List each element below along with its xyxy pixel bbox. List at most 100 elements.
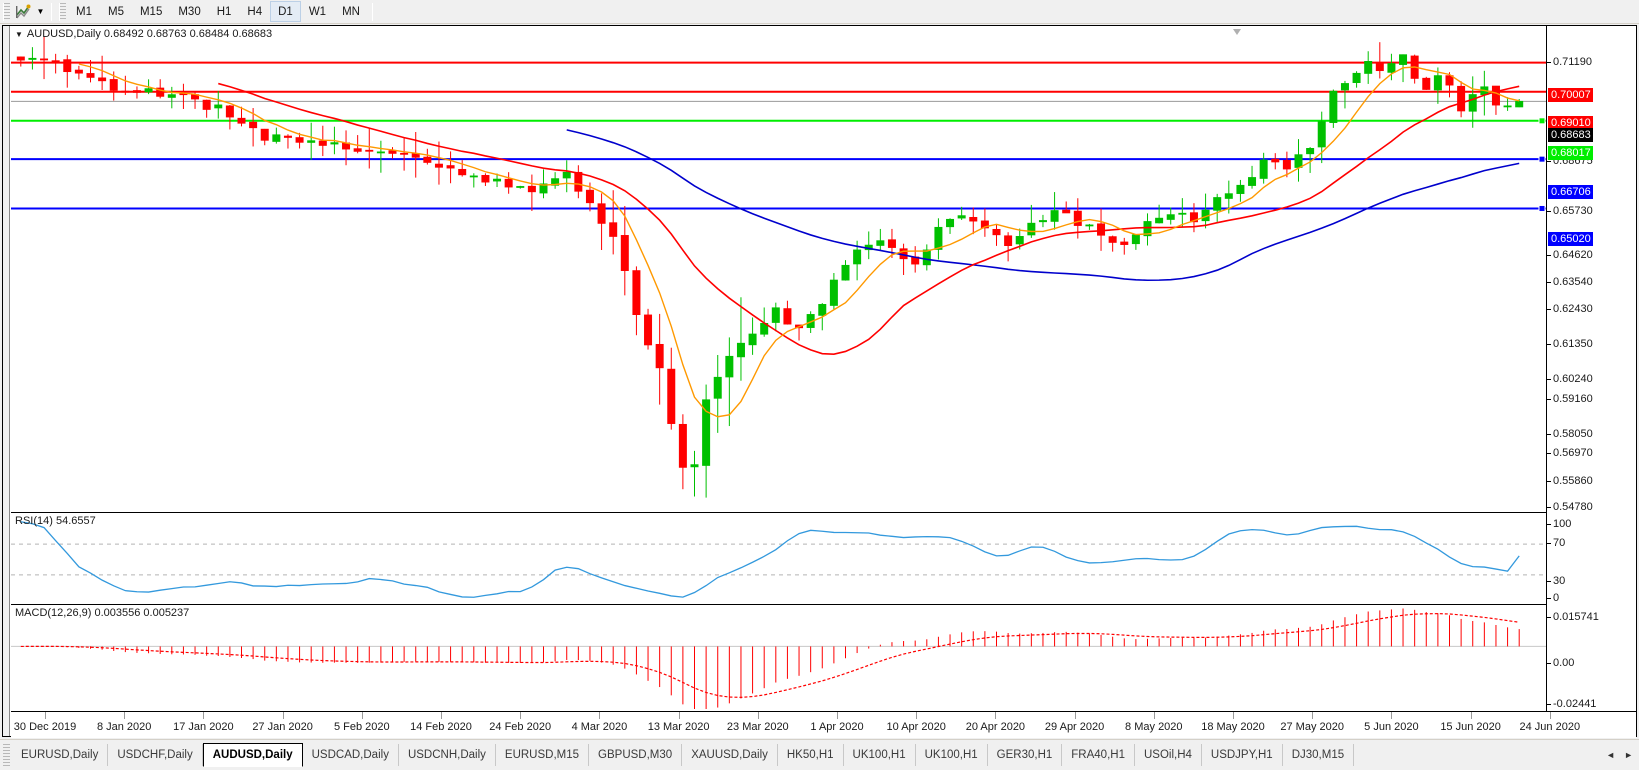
date-tick-label: 5 Feb 2020 (333, 721, 390, 733)
scroll-left-icon[interactable]: ◄ (1606, 750, 1616, 760)
timeframe-m5[interactable]: M5 (107, 5, 124, 18)
candle-body (365, 149, 374, 152)
timeframe-w1[interactable]: W1 (308, 5, 327, 18)
date-tick-mark (1233, 712, 1234, 719)
date-tick-mark (1074, 712, 1076, 719)
date-tick-mark (995, 712, 997, 719)
date-tick-label: 20 Apr 2020 (965, 721, 1026, 733)
candle-body (63, 59, 72, 73)
timeframe-m15[interactable]: M15 (139, 5, 163, 18)
candle-body (423, 156, 432, 163)
timeframe-m30[interactable]: M30 (178, 5, 201, 18)
candle-body (1352, 72, 1361, 84)
candle-body (156, 87, 165, 97)
chart-tab-uk100-h1-10[interactable]: UK100,H1 (916, 744, 988, 766)
level-065020[interactable]: 0.65020 (1548, 232, 1593, 246)
price-pane[interactable]: ▼ AUDUSD,Daily 0.68492 0.68763 0.68484 0.… (11, 26, 1547, 510)
date-tick-label: 1 Apr 2020 (810, 721, 864, 733)
timeframe-h4[interactable]: H4 (247, 5, 263, 18)
timeframe-h1[interactable]: H1 (216, 5, 232, 18)
resistance-level-069010[interactable]: 0.69010 (1548, 116, 1593, 130)
date-tick-label: 5 Jun 2020 (1364, 721, 1419, 733)
rsi-tick: 100 (1547, 518, 1571, 530)
candle-body (1213, 197, 1222, 211)
dropdown-caret-icon[interactable]: ▼ (36, 7, 45, 16)
level-handle[interactable] (1538, 155, 1546, 163)
date-tick-mark (203, 712, 205, 719)
candle-body (853, 249, 862, 265)
level-handle[interactable] (1538, 204, 1546, 212)
candle-body (28, 57, 37, 60)
date-tick-label: 27 Jan 2020 (252, 721, 313, 733)
date-tick-mark (124, 712, 126, 719)
chart-tab-ger30-h1-11[interactable]: GER30,H1 (988, 744, 1063, 766)
candle-body (400, 152, 409, 155)
candle-body (1294, 154, 1303, 168)
candle-body (1166, 214, 1175, 220)
candle-body (1073, 210, 1082, 226)
level-handle[interactable] (1538, 117, 1546, 125)
chart-tab-usoil-h4-13[interactable]: USOil,H4 (1135, 744, 1202, 766)
date-tick-mark (916, 712, 918, 719)
candle-body (1364, 60, 1373, 74)
main-toolbar: ▼ M1 M5 M15 M30 H1 H4 D1 W1 MN (0, 0, 1639, 24)
macd-signal-line (20, 613, 1520, 698)
candle-body (51, 60, 60, 63)
chart-tab-usdcad-daily-3[interactable]: USDCAD,Daily (303, 744, 399, 766)
ma-orange-line (78, 63, 1520, 418)
candle-body (992, 228, 1001, 236)
level-066706[interactable]: 0.66706 (1548, 185, 1593, 199)
rsi-pane[interactable]: RSI(14) 54.6557 (11, 512, 1547, 600)
candle-body (829, 279, 838, 306)
date-tick-mark (1549, 712, 1551, 719)
price-tick: 0.56970 (1547, 447, 1593, 459)
chart-tab-fra40-h1-12[interactable]: FRA40,H1 (1062, 744, 1135, 766)
date-tick-label: 17 Jan 2020 (173, 721, 234, 733)
date-tick-mark (757, 712, 759, 719)
date-tick-mark (599, 712, 601, 719)
candle-body (98, 77, 107, 82)
charts-icon[interactable] (12, 2, 34, 22)
support-level-068017[interactable]: 0.68017 (1548, 146, 1593, 160)
tabbar-drag-handle[interactable] (3, 744, 10, 766)
date-axis[interactable]: 30 Dec 2019 8 Jan 2020 17 Jan 2020 27 Jan 2… (11, 711, 1636, 738)
chart-tab-audusd-daily-2[interactable]: AUDUSD,Daily (202, 743, 303, 767)
timeframe-d1[interactable]: D1 (270, 1, 301, 22)
candle-body (40, 58, 49, 61)
tab-scroll-arrows: ◄ ► (1606, 744, 1639, 766)
chart-tab-gbpusd-m30-6[interactable]: GBPUSD,M30 (589, 744, 683, 766)
candle-body (690, 464, 699, 468)
chart-tab-hk50-h1-8[interactable]: HK50,H1 (778, 744, 844, 766)
chart-inner[interactable]: ▼ AUDUSD,Daily 0.68492 0.68763 0.68484 0.… (11, 26, 1636, 738)
resistance-level-070007[interactable]: 0.70007 (1548, 88, 1593, 102)
price-scale[interactable]: 0.71190 0.68675 0.65730 0.64620 0.63540 0.624… (1546, 26, 1636, 709)
toolbar-drag-handle[interactable] (3, 2, 10, 21)
timeframe-mn[interactable]: MN (342, 5, 360, 18)
macd-tick: 0.015741 (1547, 611, 1599, 623)
collapse-triangle-icon[interactable]: ▼ (15, 30, 23, 39)
candle-body (609, 222, 618, 237)
macd-scale[interactable]: 0.015741 0.00 -0.02441 (1546, 604, 1636, 711)
chart-tab-uk100-h1-9[interactable]: UK100,H1 (844, 744, 916, 766)
candle-body (214, 104, 223, 109)
candle-body (1155, 217, 1164, 224)
candle-body (1015, 236, 1024, 245)
macd-pane[interactable]: MACD(12,26,9) 0.003556 0.005237 (11, 604, 1547, 709)
candle-body (585, 189, 594, 204)
chart-tab-usdchf-daily-1[interactable]: USDCHF,Daily (108, 744, 203, 766)
chart-tab-eurusd-m15-5[interactable]: EURUSD,M15 (496, 744, 590, 766)
price-tick: 0.65730 (1547, 205, 1593, 217)
timeframe-drag-handle[interactable] (59, 2, 66, 21)
timeframe-m1[interactable]: M1 (76, 5, 92, 18)
last-price-label[interactable]: 0.68683 (1548, 128, 1593, 142)
chart-tab-eurusd-daily-0[interactable]: EURUSD,Daily (12, 744, 109, 766)
chart-tab-xauusd-daily-7[interactable]: XAUUSD,Daily (682, 744, 778, 766)
candle-body (1375, 62, 1384, 72)
chart-tab-dj30-m15-15[interactable]: DJ30,M15 (1283, 744, 1355, 766)
scroll-right-icon[interactable]: ► (1624, 750, 1633, 760)
candle-body (1004, 235, 1013, 246)
rsi-scale[interactable]: 100 70 30 0 (1546, 512, 1636, 604)
chart-tab-usdjpy-h1-14[interactable]: USDJPY,H1 (1202, 744, 1283, 766)
chart-tab-usdcnh-daily-4[interactable]: USDCNH,Daily (399, 744, 496, 766)
candle-body (1515, 100, 1524, 108)
